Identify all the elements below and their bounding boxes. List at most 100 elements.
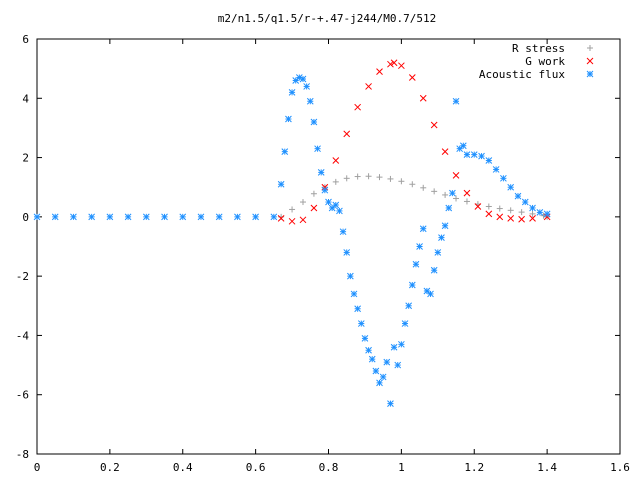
data-point [387,60,394,68]
data-point [500,174,507,182]
data-point [88,213,96,221]
data-point [299,199,306,206]
data-point [336,207,343,215]
data-point [215,213,223,221]
data-point [514,192,522,200]
data-point [368,355,376,363]
data-point [288,89,296,96]
y-tick-label: -2 [16,270,29,283]
y-tick-label: 4 [22,92,29,105]
series-acoustic-flux [33,74,551,407]
data-point [361,335,369,342]
data-point [438,234,445,241]
data-point [398,340,405,348]
data-point [496,213,504,221]
data-point [343,249,351,256]
data-point [343,130,351,138]
data-point [252,213,259,221]
x-axis: 0 0.2 0.4 0.6 0.8 1 1.2 1.4 1.6 [34,39,630,474]
data-point [474,203,482,210]
data-point [452,172,460,179]
data-point [288,217,296,225]
y-tick-label: 0 [22,211,29,224]
data-point [459,142,467,150]
data-point [310,204,318,212]
data-point [387,400,394,407]
data-point [124,213,132,221]
data-point [354,103,362,111]
data-point [507,183,515,191]
data-point [354,173,361,180]
data-point [179,213,187,221]
data-point [303,83,310,90]
legend-marker [586,70,594,78]
data-point [463,151,471,158]
data-point [343,175,350,182]
data-point [430,121,438,129]
data-point [419,225,427,233]
x-tick-label: 1.2 [464,461,484,474]
series-g-work [277,59,551,225]
data-point [234,213,241,221]
data-point [197,213,205,221]
data-point [463,189,471,197]
data-point [449,189,456,197]
y-tick-label: 6 [22,33,29,46]
data-point [306,97,314,105]
data-point [401,320,409,327]
data-point [445,204,453,212]
data-point [70,213,77,221]
data-point [427,290,434,298]
data-point [376,68,383,75]
series-r-stress [278,173,551,220]
data-point [357,320,365,327]
data-point [470,151,478,158]
data-point [453,195,460,202]
data-point [387,175,394,182]
y-tick-label: -8 [16,448,29,461]
data-point [463,198,470,205]
data-point [317,169,325,176]
data-point [325,198,332,206]
legend-label: R stress [512,42,565,55]
data-point [420,184,427,191]
data-point [398,178,405,185]
data-point [398,62,405,70]
chart-title: m2/n1.5/q1.5/r-+.47-j244/M0.7/512 [218,12,437,25]
data-point [142,213,150,221]
data-point [492,166,500,173]
data-point [379,373,387,381]
data-point [332,178,339,185]
data-point [289,206,296,213]
legend-marker [587,45,593,51]
data-point [416,243,423,250]
data-point [518,215,525,223]
data-point [365,346,372,354]
data-point [310,118,318,126]
data-point [441,148,449,155]
data-point [521,198,529,206]
data-point [299,216,307,224]
data-point [281,148,289,155]
data-point [507,207,514,214]
data-point [299,75,307,83]
data-point [529,210,536,217]
data-point [543,210,551,218]
data-point [365,83,372,90]
data-point [507,214,515,222]
data-point [431,188,438,195]
x-tick-label: 0.6 [246,461,266,474]
y-tick-label: 2 [22,152,29,165]
data-point [434,249,442,256]
data-point [365,173,372,180]
data-point [383,358,391,366]
data-point [310,190,317,197]
x-tick-label: 1 [398,461,405,474]
data-point [277,180,285,188]
data-point [430,266,438,274]
data-point [347,272,354,280]
data-point [485,203,492,210]
data-point [372,367,380,375]
